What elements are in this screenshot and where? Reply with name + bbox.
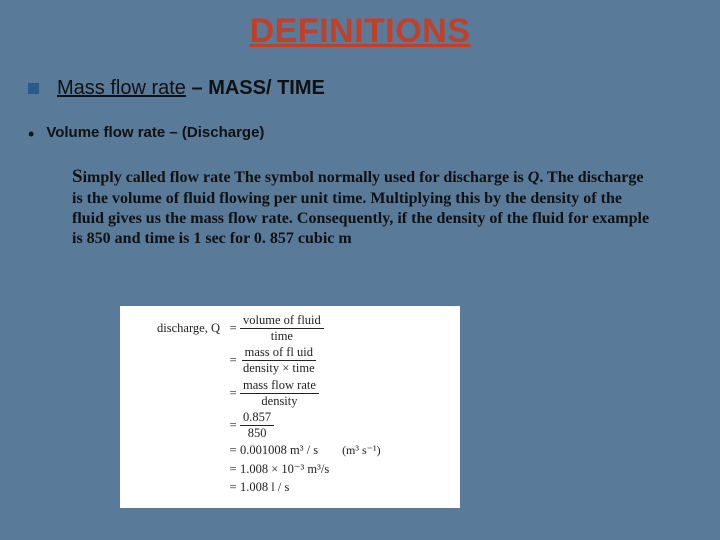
bullet-item-2: • Volume flow rate – (Discharge) — [0, 124, 720, 145]
item1-tail: MASS/ TIME — [208, 77, 325, 99]
item1-lead: Mass flow rate — [57, 77, 186, 99]
item2-text: Volume flow rate – (Discharge) — [46, 124, 264, 141]
equals-icon: = — [226, 443, 240, 458]
fraction-3: mass flow rate density — [240, 379, 319, 408]
fraction-2: mass of fl uid density × time — [240, 346, 318, 375]
bullet-item-1: Mass flow rate – MASS/ TIME — [0, 77, 720, 100]
page-title: DEFINITIONS — [0, 0, 720, 51]
formula-box: discharge, Q = volume of fluid time = ma… — [120, 306, 460, 508]
formula-r5: 0.001008 m³ / s(m³ s⁻¹) — [240, 443, 381, 458]
item1-text: Mass flow rate – MASS/ TIME — [57, 77, 325, 100]
formula-row-3: = mass flow rate density — [130, 379, 450, 408]
fraction-1: volume of fluid time — [240, 314, 324, 343]
formula-row-1: discharge, Q = volume of fluid time — [130, 314, 450, 343]
equals-icon: = — [226, 353, 240, 368]
equals-icon: = — [226, 480, 240, 495]
frac1-num: volume of fluid — [240, 314, 324, 329]
body-q-var: Q — [528, 169, 540, 186]
body-first-char: S — [72, 166, 83, 187]
equals-icon: = — [226, 462, 240, 477]
frac4-num: 0.857 — [240, 411, 274, 426]
frac4-den: 850 — [245, 426, 270, 440]
frac1-den: time — [268, 329, 296, 343]
formula-row-5: = 0.001008 m³ / s(m³ s⁻¹) — [130, 443, 450, 458]
formula-row-2: = mass of fl uid density × time — [130, 346, 450, 375]
equals-icon: = — [226, 321, 240, 336]
formula-row-4: = 0.857 850 — [130, 411, 450, 440]
frac3-den: density — [258, 394, 300, 408]
frac2-num: mass of fl uid — [242, 346, 316, 361]
square-bullet-icon — [28, 83, 39, 94]
formula-row-6: = 1.008 × 10⁻³ m³/s — [130, 461, 450, 477]
dot-bullet-icon: • — [28, 124, 34, 145]
equals-icon: = — [226, 386, 240, 401]
formula-label: discharge, Q — [130, 321, 226, 336]
body-rest-1: imply called flow rate The symbol normal… — [83, 169, 528, 186]
body-paragraph: Simply called flow rate The symbol norma… — [0, 165, 720, 249]
frac2-den: density × time — [240, 361, 318, 375]
formula-row-7: = 1.008 l / s — [130, 480, 450, 495]
equals-icon: = — [226, 418, 240, 433]
frac3-num: mass flow rate — [240, 379, 319, 394]
formula-r5-note: (m³ s⁻¹) — [342, 443, 381, 457]
item1-dash: – — [186, 77, 208, 99]
formula-r7: 1.008 l / s — [240, 480, 289, 495]
formula-r6: 1.008 × 10⁻³ m³/s — [240, 461, 329, 477]
fraction-4: 0.857 850 — [240, 411, 274, 440]
